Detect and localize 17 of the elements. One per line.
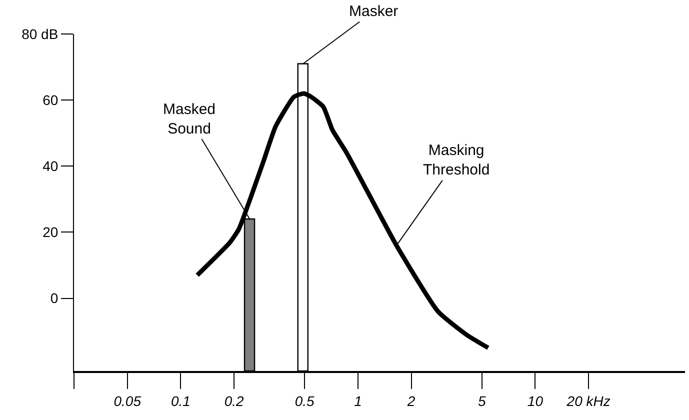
y-tick-label: 80 dB xyxy=(22,26,58,42)
x-tick-label: 20 kHz xyxy=(566,392,610,409)
x-tick-label: 0.1 xyxy=(170,392,190,409)
x-tick-label: 0.05 xyxy=(114,392,142,409)
x-tick-label: 0.2 xyxy=(224,392,244,409)
x-tick-label: 1 xyxy=(354,392,362,409)
annotation: Masking Threshold xyxy=(423,142,490,178)
y-tick-label: 60 xyxy=(42,92,58,108)
y-tick-label: 20 xyxy=(42,224,58,240)
x-tick-label: 10 xyxy=(527,392,544,409)
x-tick-label: 0.5 xyxy=(294,392,315,409)
x-tick-label: 2 xyxy=(406,392,416,409)
y-tick-label: 40 xyxy=(42,158,58,174)
annotation: Masker xyxy=(349,3,398,20)
x-tick-label: 5 xyxy=(478,392,486,409)
annotation: Masked Sound xyxy=(163,101,216,138)
y-tick-label: 0 xyxy=(50,290,58,306)
